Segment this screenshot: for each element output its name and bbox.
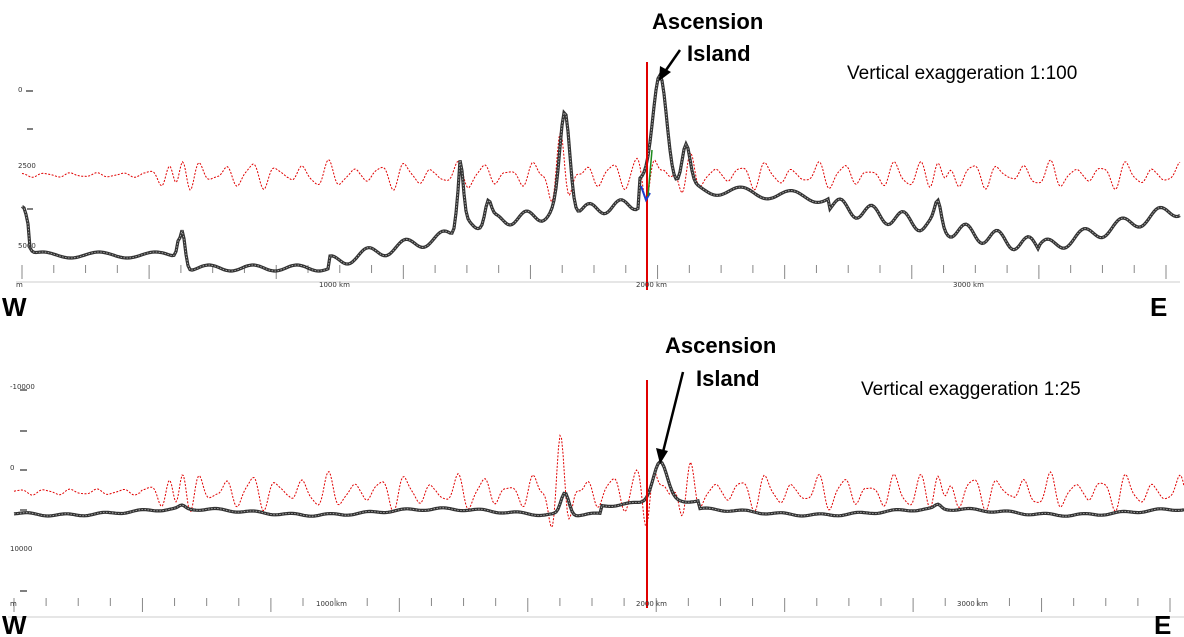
panel-bottom-annotation-arrow bbox=[661, 371, 685, 453]
panel-top-annotation-line2: Island bbox=[687, 41, 751, 66]
panel-bottom-profile-highlight bbox=[13, 461, 1184, 517]
panel-top-annotation-line1: Ascension bbox=[652, 9, 763, 34]
panel-top-tick-label-0: m bbox=[16, 281, 23, 289]
panel-bottom-signal-line bbox=[13, 434, 1184, 528]
panel-bottom-west-label: W bbox=[2, 610, 27, 637]
panel-bottom-annotation-arrowhead bbox=[656, 448, 668, 464]
panel-top-east-label: E bbox=[1150, 292, 1167, 322]
panel-bottom: -10000 0 10000 m 1000 km 2000 km 3000 km… bbox=[2, 333, 1184, 637]
panel-bottom-tick-label-0: m bbox=[10, 600, 17, 608]
panel-top-tick-label-2: 2000 km bbox=[636, 281, 667, 289]
panel-top-signal-line bbox=[21, 130, 1181, 203]
panel-bottom-annotation-line2: Island bbox=[696, 366, 760, 391]
panel-bottom-tick-label-1: 1000 km bbox=[316, 600, 347, 608]
panel-top-green-mark bbox=[647, 149, 653, 197]
panel-bottom-ytick-2: 10000 bbox=[10, 545, 32, 553]
panel-top-annotation-arrowhead bbox=[659, 66, 671, 81]
panel-bottom-exaggeration-label: Vertical exaggeration 1:25 bbox=[861, 379, 1081, 400]
panel-top-tick-label-3: 3000 km bbox=[953, 281, 984, 289]
panel-bottom-xticks bbox=[13, 598, 1171, 612]
panel-top-ytick-2: 5000 bbox=[18, 242, 36, 250]
panel-top-ytick-1: 2500 bbox=[18, 162, 36, 170]
panel-bottom-east-label: E bbox=[1154, 610, 1171, 637]
panel-bottom-ytick-0: -10000 bbox=[10, 383, 35, 391]
panel-top-exaggeration-label: Vertical exaggeration 1:100 bbox=[847, 63, 1077, 84]
panel-top-ytick-0: 0 bbox=[18, 86, 22, 94]
panel-bottom-annotation-line1: Ascension bbox=[665, 333, 776, 358]
panel-top-annotation-arrow bbox=[662, 49, 682, 74]
panel-bottom-tick-label-2: 2000 km bbox=[636, 600, 667, 608]
panel-top-profile-highlight bbox=[21, 74, 1181, 272]
panel-bottom-profile-line bbox=[13, 459, 1184, 518]
panel-top: 0 2500 5000 m 1000 km 2000 km 3000 km W … bbox=[2, 9, 1181, 322]
panel-top-west-label: W bbox=[2, 292, 27, 322]
panel-bottom-tick-label-3: 3000 km bbox=[957, 600, 988, 608]
panel-top-xticks bbox=[21, 265, 1167, 279]
panel-bottom-ytick-1: 0 bbox=[10, 464, 14, 472]
panel-top-tick-label-1: 1000 km bbox=[319, 281, 350, 289]
